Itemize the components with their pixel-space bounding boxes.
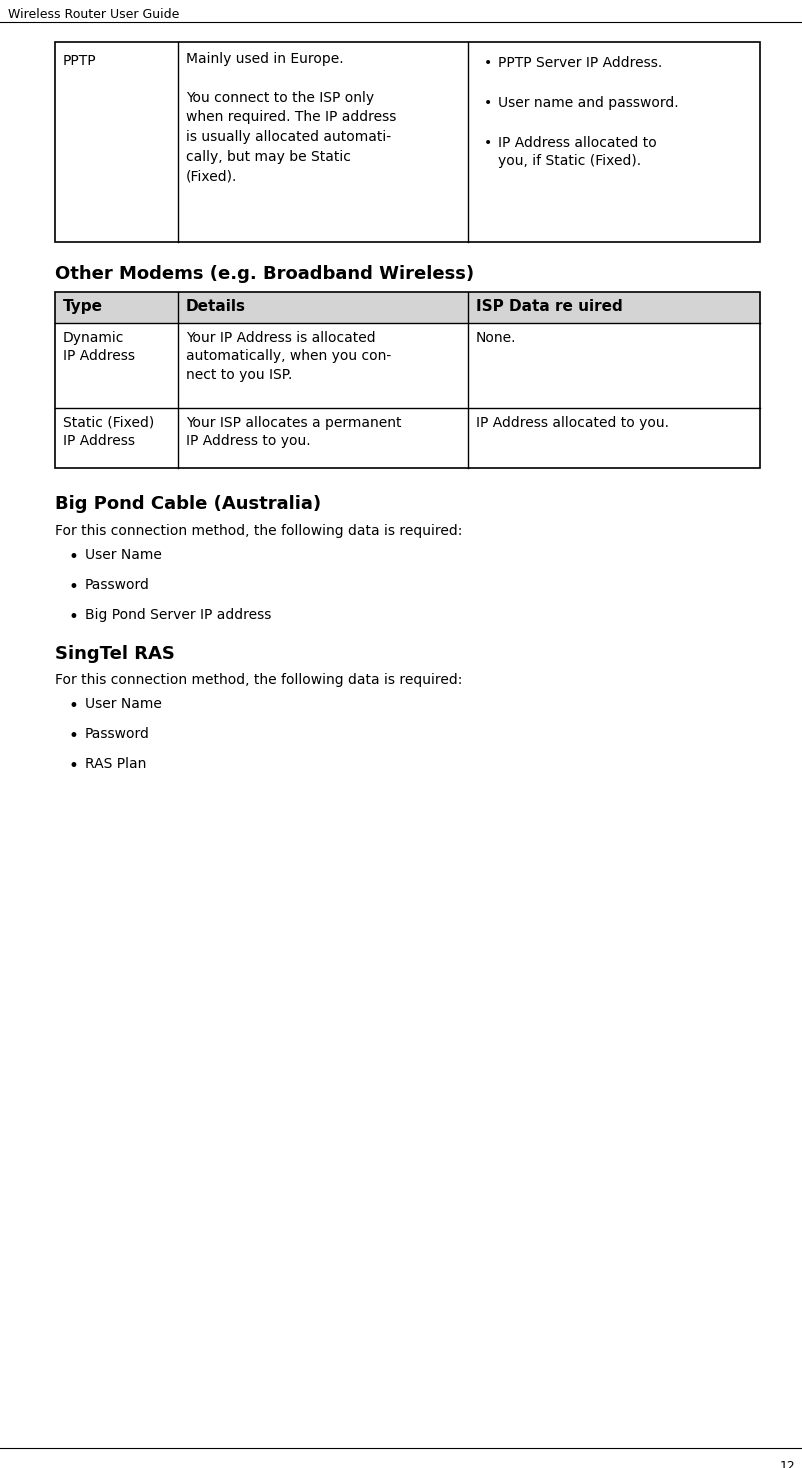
Text: PPTP: PPTP <box>63 54 96 68</box>
Text: •: • <box>69 548 79 567</box>
Text: •: • <box>69 727 79 744</box>
Text: Details: Details <box>186 299 245 314</box>
Text: Big Pond Server IP address: Big Pond Server IP address <box>85 608 271 622</box>
Text: •: • <box>69 608 79 625</box>
Bar <box>55 292 759 468</box>
Text: Your IP Address is allocated
automatically, when you con-
nect to you ISP.: Your IP Address is allocated automatical… <box>186 330 391 382</box>
Text: PPTP Server IP Address.: PPTP Server IP Address. <box>497 56 662 70</box>
Text: IP Address allocated to
you, if Static (Fixed).: IP Address allocated to you, if Static (… <box>497 137 656 169</box>
Bar <box>55 292 759 323</box>
Text: For this connection method, the following data is required:: For this connection method, the followin… <box>55 524 462 537</box>
Text: •: • <box>69 578 79 596</box>
Text: Password: Password <box>85 578 150 592</box>
Text: Other Modems (e.g. Broadband Wireless): Other Modems (e.g. Broadband Wireless) <box>55 266 473 283</box>
Text: Type: Type <box>63 299 103 314</box>
Text: Static (Fixed)
IP Address: Static (Fixed) IP Address <box>63 415 154 448</box>
Text: User Name: User Name <box>85 548 162 562</box>
Text: •: • <box>69 757 79 775</box>
Text: •: • <box>484 56 492 70</box>
Text: User name and password.: User name and password. <box>497 95 678 110</box>
Text: Mainly used in Europe.

You connect to the ISP only
when required. The IP addres: Mainly used in Europe. You connect to th… <box>186 51 396 184</box>
Text: IP Address allocated to you.: IP Address allocated to you. <box>476 415 668 430</box>
Text: User Name: User Name <box>85 697 162 711</box>
Text: ISP Data re uired: ISP Data re uired <box>476 299 622 314</box>
Text: RAS Plan: RAS Plan <box>85 757 146 771</box>
Text: Wireless Router User Guide: Wireless Router User Guide <box>8 7 179 21</box>
Text: Password: Password <box>85 727 150 741</box>
Text: Dynamic
IP Address: Dynamic IP Address <box>63 330 135 364</box>
Text: SingTel RAS: SingTel RAS <box>55 644 175 664</box>
Text: 12: 12 <box>778 1461 794 1468</box>
Text: Big Pond Cable (Australia): Big Pond Cable (Australia) <box>55 495 321 512</box>
Text: •: • <box>484 137 492 150</box>
Bar <box>55 43 759 242</box>
Text: For this connection method, the following data is required:: For this connection method, the followin… <box>55 672 462 687</box>
Text: None.: None. <box>476 330 516 345</box>
Text: •: • <box>484 95 492 110</box>
Text: Your ISP allocates a permanent
IP Address to you.: Your ISP allocates a permanent IP Addres… <box>186 415 401 448</box>
Text: •: • <box>69 697 79 715</box>
